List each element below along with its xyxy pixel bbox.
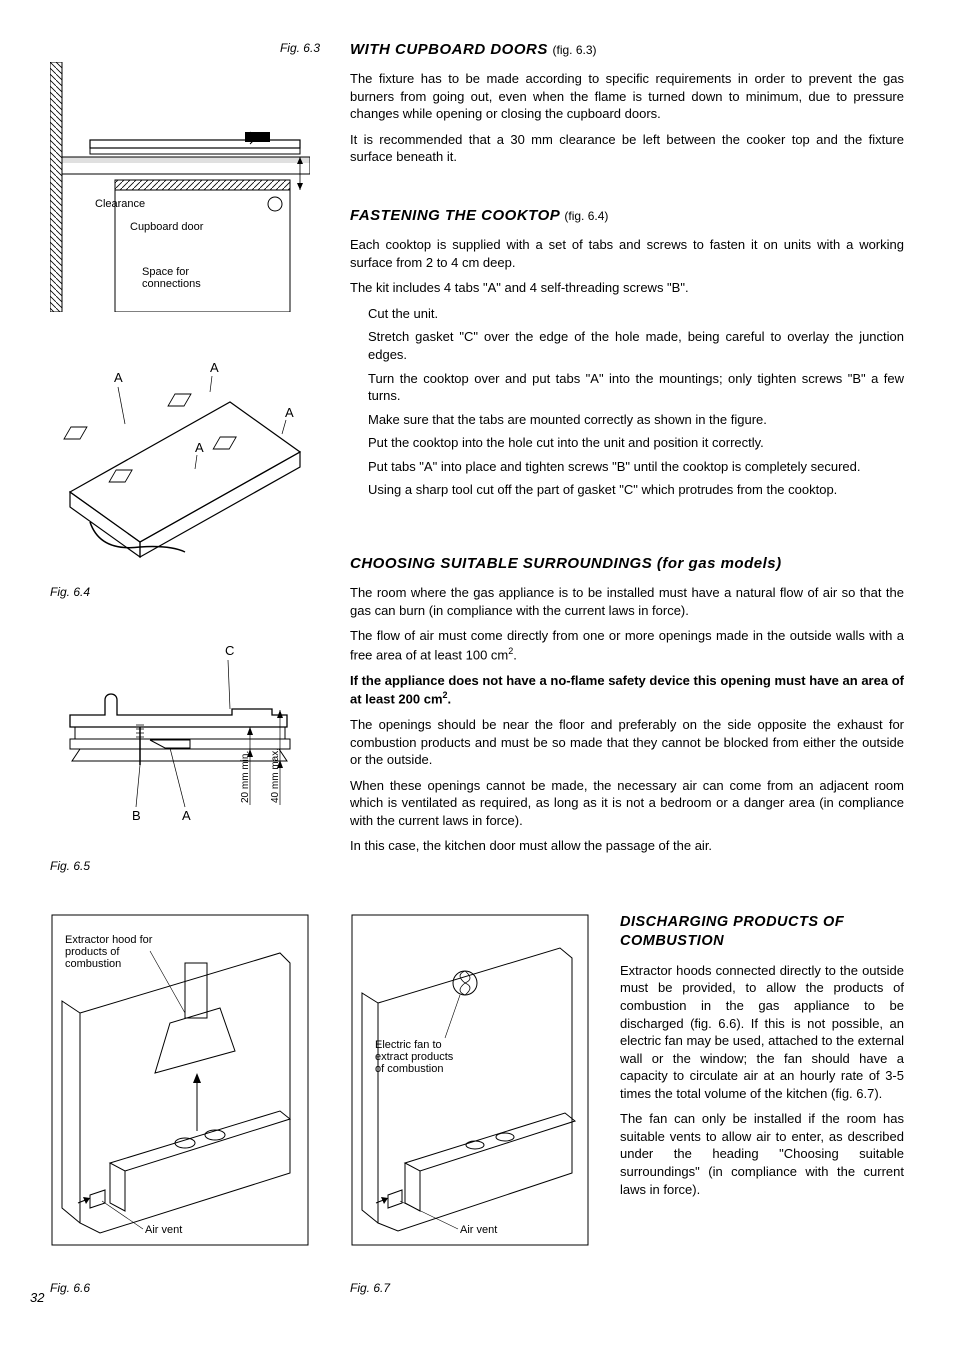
fig-6-5-svg: C B A 20 mm min. 40 mm max. — [50, 625, 310, 845]
figure-6-4: A A A A Fig. 6.4 — [50, 342, 320, 601]
cupboard-p2: It is recommended that a 30 mm clearance… — [350, 131, 904, 166]
heading-cupboard-ref: (fig. 6.3) — [553, 43, 597, 57]
fig-6-6-svg: Extractor hood forproducts ofcombustion … — [50, 913, 310, 1268]
fastening-p2: The kit includes 4 tabs "A" and 4 self-t… — [350, 279, 904, 297]
bottom-layout: Extractor hood forproducts ofcombustion … — [50, 913, 904, 1297]
svg-text:Electric fan toextract product: Electric fan toextract productsof combus… — [375, 1039, 454, 1075]
cupboard-p1: The fixture has to be made according to … — [350, 70, 904, 123]
page-number: 32 — [30, 1289, 44, 1307]
surroundings-p3: If the appliance does not have a no-flam… — [350, 672, 904, 708]
fig-6-6-caption: Fig. 6.6 — [50, 1280, 320, 1296]
fig-6-4-caption: Fig. 6.4 — [50, 584, 320, 600]
fastening-list: Cut the unit. Stretch gasket "C" over th… — [350, 305, 904, 499]
figure-6-3: Fig. 6.3 — [50, 40, 320, 317]
section-cupboard: WITH CUPBOARD DOORS (fig. 6.3) The fixtu… — [350, 40, 904, 166]
heading-fastening-text: FASTENING THE COOKTOP — [350, 207, 560, 224]
right-column: WITH CUPBOARD DOORS (fig. 6.3) The fixtu… — [350, 40, 904, 883]
surroundings-p2: The flow of air must come directly from … — [350, 627, 904, 663]
figure-6-7: Electric fan toextract productsof combus… — [350, 913, 590, 1297]
heading-cupboard-text: WITH CUPBOARD DOORS — [350, 41, 548, 58]
fig-6-3-svg: Clearance Cupboard door Space forconnect… — [50, 62, 310, 312]
fastening-item: Put tabs "A" into place and tighten scre… — [368, 458, 904, 476]
svg-text:A: A — [195, 440, 204, 455]
fastening-p1: Each cooktop is supplied with a set of t… — [350, 236, 904, 271]
heading-discharging: DISCHARGING PRODUCTS OF COMBUSTION — [620, 913, 904, 952]
figure-6-5: C B A 20 mm min. 40 mm max. Fig. — [50, 625, 320, 874]
surroundings-p4: The openings should be near the floor an… — [350, 716, 904, 769]
heading-fastening-ref: (fig. 6.4) — [564, 209, 608, 223]
heading-fastening: FASTENING THE COOKTOP (fig. 6.4) — [350, 206, 904, 226]
svg-text:20 mm min.: 20 mm min. — [240, 751, 251, 803]
svg-text:A: A — [182, 808, 191, 823]
fastening-item: Turn the cooktop over and put tabs "A" i… — [368, 370, 904, 405]
fastening-item: Using a sharp tool cut off the part of g… — [368, 481, 904, 499]
svg-text:Air vent: Air vent — [460, 1224, 497, 1236]
svg-text:Clearance: Clearance — [95, 198, 145, 210]
svg-text:A: A — [285, 405, 294, 420]
section-fastening: FASTENING THE COOKTOP (fig. 6.4) Each co… — [350, 206, 904, 499]
surroundings-p5: When these openings cannot be made, the … — [350, 777, 904, 830]
page: Fig. 6.3 — [50, 40, 904, 1297]
svg-text:Space forconnections: Space forconnections — [142, 266, 201, 290]
section-discharging: DISCHARGING PRODUCTS OF COMBUSTION Extra… — [620, 913, 904, 1269]
top-layout: Fig. 6.3 — [50, 40, 904, 883]
svg-text:A: A — [114, 370, 123, 385]
surroundings-p6: In this case, the kitchen door must allo… — [350, 837, 904, 855]
discharging-p2: The fan can only be installed if the roo… — [620, 1110, 904, 1198]
fig-6-3-caption: Fig. 6.3 — [50, 40, 320, 56]
svg-text:B: B — [132, 808, 141, 823]
surroundings-p1: The room where the gas appliance is to b… — [350, 584, 904, 619]
fig-6-7-svg: Electric fan toextract productsof combus… — [350, 913, 590, 1268]
fig-6-7-caption: Fig. 6.7 — [350, 1280, 590, 1296]
heading-surroundings: CHOOSING SUITABLE SURROUNDINGS (for gas … — [350, 554, 904, 574]
section-surroundings: CHOOSING SUITABLE SURROUNDINGS (for gas … — [350, 554, 904, 855]
svg-text:C: C — [225, 643, 234, 658]
left-column: Fig. 6.3 — [50, 40, 320, 883]
figure-6-6: Extractor hood forproducts ofcombustion … — [50, 913, 320, 1297]
fig-6-4-svg: A A A A — [50, 342, 310, 572]
fig-6-5-caption: Fig. 6.5 — [50, 858, 320, 874]
svg-text:40 mm max.: 40 mm max. — [270, 748, 281, 803]
svg-text:Air vent: Air vent — [145, 1224, 182, 1236]
svg-text:A: A — [210, 360, 219, 375]
fastening-item: Put the cooktop into the hole cut into t… — [368, 434, 904, 452]
fastening-item: Cut the unit. — [368, 305, 904, 323]
svg-text:Cupboard door: Cupboard door — [130, 221, 204, 233]
discharging-p1: Extractor hoods connected directly to th… — [620, 962, 904, 1102]
svg-text:Extractor hood forproducts ofc: Extractor hood forproducts ofcombustion — [65, 934, 153, 970]
fastening-item: Make sure that the tabs are mounted corr… — [368, 411, 904, 429]
heading-cupboard: WITH CUPBOARD DOORS (fig. 6.3) — [350, 40, 904, 60]
fastening-item: Stretch gasket "C" over the edge of the … — [368, 328, 904, 363]
